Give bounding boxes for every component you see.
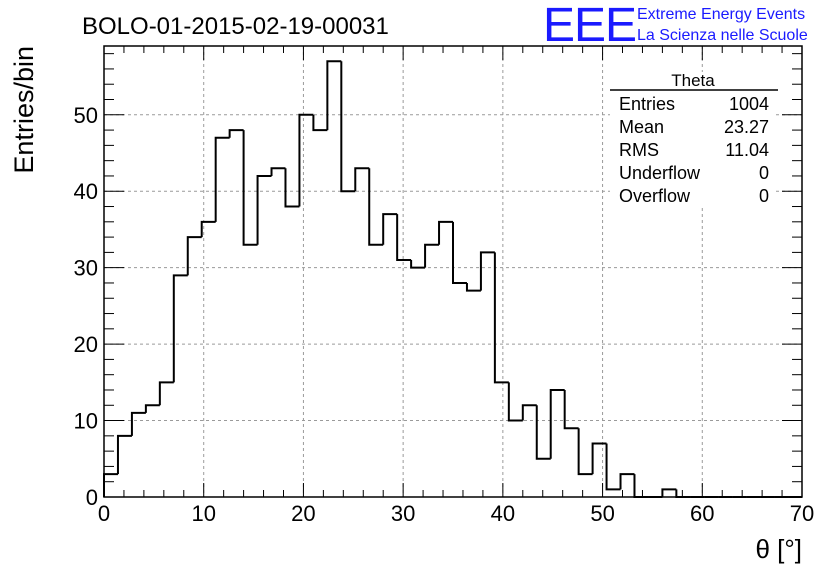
histogram-bin xyxy=(298,113,314,207)
histogram-bin xyxy=(382,213,398,245)
histogram-bin xyxy=(354,167,370,192)
x-tick-label: 30 xyxy=(391,501,415,526)
logo-caption: Extreme Energy Events La Scienza nelle S… xyxy=(637,4,808,46)
histogram-bin xyxy=(186,236,202,276)
logo-line-1: Extreme Energy Events xyxy=(637,6,806,23)
stats-box-bg xyxy=(610,72,776,206)
chart-title: BOLO-01-2015-02-19-00031 xyxy=(82,13,389,40)
histogram-bin xyxy=(228,129,244,138)
histogram-bin xyxy=(242,130,258,246)
histogram-bin xyxy=(396,214,412,262)
x-tick-label: 10 xyxy=(191,501,215,526)
histogram-bin xyxy=(507,382,523,422)
histogram-bin xyxy=(605,443,621,491)
y-tick-label: 40 xyxy=(74,179,98,204)
histogram-bin xyxy=(326,60,342,131)
histogram-bin xyxy=(563,389,579,430)
histogram-series xyxy=(103,60,802,498)
histogram-bin xyxy=(535,405,551,460)
histogram-bin xyxy=(256,174,272,245)
histogram-bin xyxy=(591,442,607,475)
logo-line-2: La Scienza nelle Scuole xyxy=(637,27,808,44)
histogram-bin xyxy=(661,488,677,497)
stats-row-label: Underflow xyxy=(619,163,701,183)
histogram-bin xyxy=(577,428,593,476)
histogram-bin xyxy=(368,168,384,246)
histogram-bin xyxy=(158,381,174,406)
histogram-bin xyxy=(214,136,230,222)
histogram-bin xyxy=(493,252,509,384)
stats-row-value: 11.04 xyxy=(725,140,769,160)
histogram-bin xyxy=(340,61,356,193)
histogram-bin xyxy=(103,473,118,497)
x-tick-label: 0 xyxy=(98,501,110,526)
axes: 0 10 20 30 40 50 60 70 0 10 20 30 40 50 xyxy=(74,45,814,526)
y-tick-label: 0 xyxy=(86,485,98,510)
histogram-bin xyxy=(200,220,216,238)
histogram-bin xyxy=(438,220,453,245)
plot-frame xyxy=(103,45,803,498)
histogram-bin xyxy=(675,489,691,498)
y-tick-label: 20 xyxy=(74,332,98,357)
histogram-bin xyxy=(144,404,160,413)
histogram-bin xyxy=(130,411,146,436)
histogram-bin xyxy=(410,260,426,269)
histogram-bin xyxy=(172,274,188,383)
eee-logo: EEE xyxy=(543,0,637,52)
stats-row-value: 23.27 xyxy=(724,117,769,137)
stats-row-label: Entries xyxy=(619,94,675,114)
y-tick-label: 10 xyxy=(74,409,98,434)
x-tick-label: 50 xyxy=(590,501,614,526)
histogram-bin xyxy=(312,114,328,132)
histogram-bin xyxy=(284,168,300,208)
histogram-bin xyxy=(633,474,649,498)
histogram-bin xyxy=(619,473,635,490)
stats-row-label: Overflow xyxy=(619,186,691,206)
histogram-bin xyxy=(452,221,467,284)
stats-title: Theta xyxy=(671,71,715,90)
stats-row-value: 1004 xyxy=(729,94,769,114)
y-tick-label: 30 xyxy=(74,256,98,281)
histogram-bin xyxy=(549,388,565,459)
x-axis-label: θ [°] xyxy=(755,534,802,564)
x-tick-label: 40 xyxy=(491,501,515,526)
histogram-bin xyxy=(465,282,481,292)
x-tick-label: 70 xyxy=(790,501,814,526)
stats-row-value: 0 xyxy=(759,163,769,183)
y-tick-label: 50 xyxy=(74,103,98,128)
histogram-bin xyxy=(479,251,495,291)
stats-row-value: 0 xyxy=(759,186,769,206)
stats-row-label: RMS xyxy=(619,140,659,160)
stats-row-label: Mean xyxy=(619,117,664,137)
histogram-bin xyxy=(116,434,132,475)
histogram-bin xyxy=(521,404,537,421)
histogram-bin xyxy=(270,167,286,176)
y-axis-label: Entries/bin xyxy=(9,46,39,174)
stats-box: Theta Entries 1004 Mean 23.27 RMS 11.04 Underfl… xyxy=(610,71,778,206)
histogram-bin xyxy=(424,243,440,268)
x-tick-label: 60 xyxy=(690,501,714,526)
x-tick-label: 20 xyxy=(291,501,315,526)
